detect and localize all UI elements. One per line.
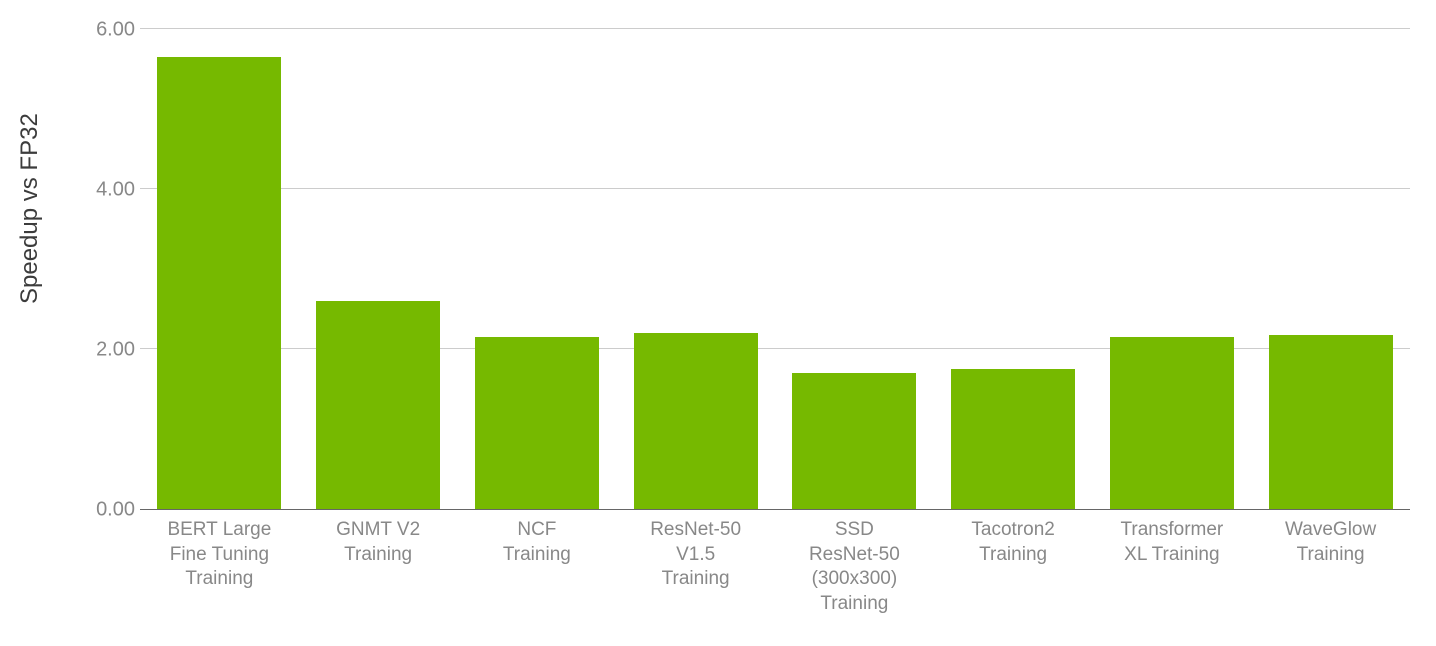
bar-slot	[140, 30, 299, 509]
bar-gnmt	[316, 301, 440, 509]
y-tick-1: 2.00	[95, 339, 135, 362]
bar-slot	[775, 30, 934, 509]
y-axis-label: Speedup vs FP32	[16, 113, 44, 304]
bar-ssd	[792, 373, 916, 509]
x-label: WaveGlow Training	[1251, 518, 1410, 617]
bar-resnet	[634, 333, 758, 509]
gridline	[140, 28, 1410, 29]
bar-ncf	[475, 337, 599, 509]
x-label: BERT Large Fine Tuning Training	[140, 518, 299, 617]
bar-chart: Speedup vs FP32 0.00 2.00 4.00 6.00 BERT…	[40, 10, 1420, 640]
bar-slot	[299, 30, 458, 509]
x-label: Tacotron2 Training	[934, 518, 1093, 617]
x-label: GNMT V2 Training	[299, 518, 458, 617]
x-label: ResNet-50 V1.5 Training	[616, 518, 775, 617]
y-tick-3: 6.00	[95, 19, 135, 42]
bar-slot	[1093, 30, 1252, 509]
x-label: Transformer XL Training	[1093, 518, 1252, 617]
y-tick-0: 0.00	[95, 499, 135, 522]
y-tick-2: 4.00	[95, 179, 135, 202]
bar-tacotron	[951, 369, 1075, 509]
bar-slot	[458, 30, 617, 509]
bar-slot	[934, 30, 1093, 509]
x-label: NCF Training	[458, 518, 617, 617]
bar-slot	[616, 30, 775, 509]
bar-waveglow	[1269, 335, 1393, 509]
x-axis-labels: BERT Large Fine Tuning Training GNMT V2 …	[140, 518, 1410, 617]
bar-transformer	[1110, 337, 1234, 509]
x-label: SSD ResNet-50 (300x300) Training	[775, 518, 934, 617]
bars-area	[140, 30, 1410, 509]
bar-slot	[1251, 30, 1410, 509]
bar-bert	[157, 57, 281, 509]
plot-area	[140, 30, 1410, 510]
